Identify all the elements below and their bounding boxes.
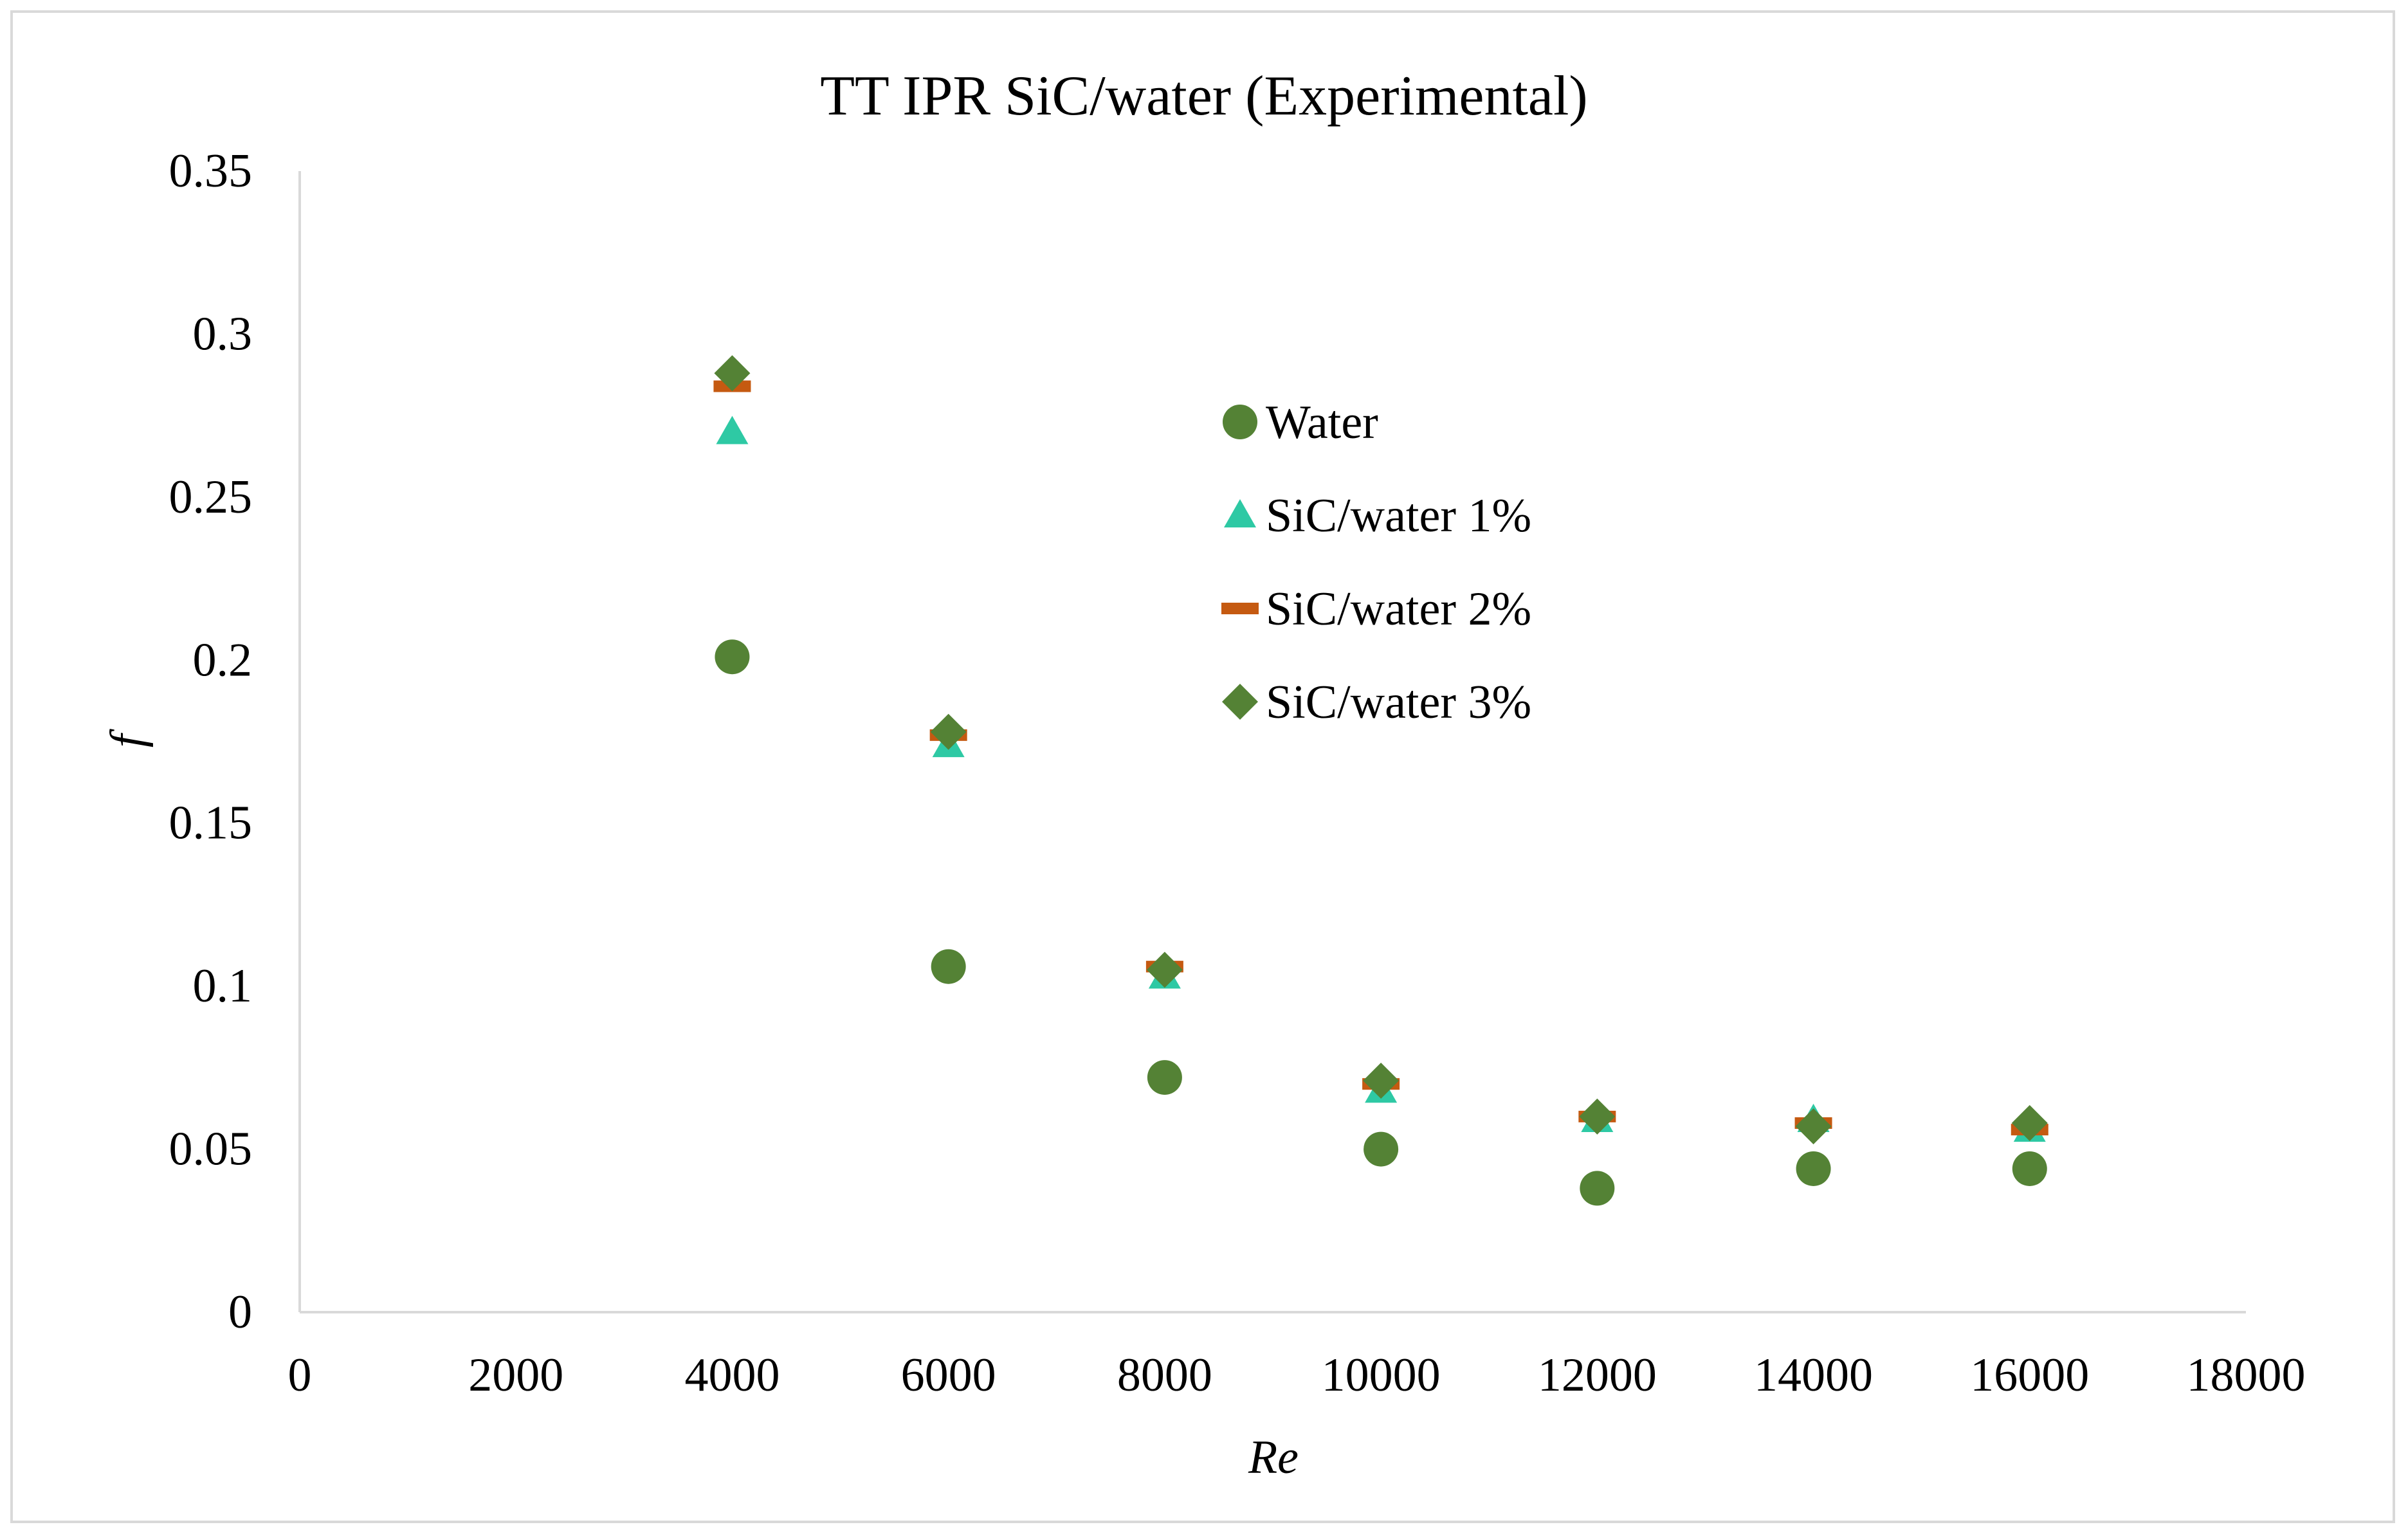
y-tick-labels: 0 0.05 0.1 0.15 0.2 0.25 0.3 0.35 [169, 145, 253, 1339]
y-tick-label: 0.1 [193, 960, 253, 1012]
legend-marker [1222, 684, 1258, 720]
y-tick-label: 0.25 [169, 471, 253, 524]
legend-label: Water [1266, 396, 1378, 449]
chart-title: TT IPR SiC/water (Experimental) [820, 65, 1587, 127]
data-point [931, 949, 966, 984]
legend-marker [1224, 499, 1256, 527]
data-point [1579, 1098, 1616, 1135]
plot-area [298, 171, 2246, 1313]
legend-marker [1221, 603, 1259, 614]
data-point [715, 639, 750, 675]
series-sic-water-3- [714, 355, 2048, 1145]
data-point [1364, 1131, 1399, 1167]
x-tick-label: 0 [288, 1349, 312, 1402]
y-tick-label: 0.2 [193, 634, 253, 686]
data-point [716, 416, 749, 444]
x-tick-label: 4000 [684, 1349, 780, 1402]
data-point [1580, 1171, 1615, 1206]
y-tick-label: 0.05 [169, 1123, 253, 1176]
y-axis-label: f [101, 728, 154, 747]
data-point [714, 355, 751, 392]
data-point [1147, 1060, 1182, 1095]
x-tick-labels: 0 2000 4000 6000 8000 10000 12000 14000 16000 180… [288, 1349, 2306, 1402]
legend-item: SiC/water 2% [1221, 583, 1531, 635]
legend-item: Water [1223, 396, 1378, 449]
data-point [2011, 1105, 2048, 1142]
legend-label: SiC/water 1% [1266, 489, 1531, 542]
x-tick-label: 16000 [1970, 1349, 2089, 1402]
x-tick-label: 6000 [901, 1349, 996, 1402]
data-point [1363, 1063, 1400, 1099]
data-point [1146, 951, 1183, 988]
y-tick-label: 0.35 [169, 145, 253, 197]
x-tick-label: 8000 [1117, 1349, 1212, 1402]
legend-item: SiC/water 1% [1224, 489, 1531, 542]
data-point [1796, 1151, 1831, 1186]
legend-marker [1223, 405, 1257, 439]
legend-label: SiC/water 2% [1266, 583, 1531, 635]
data-point [930, 713, 967, 750]
y-tick-label: 0.15 [169, 797, 253, 850]
x-tick-label: 2000 [468, 1349, 563, 1402]
data-point [2012, 1151, 2047, 1186]
x-axis-label: Re [1248, 1431, 1299, 1484]
x-tick-label: 14000 [1754, 1349, 1873, 1402]
y-tick-label: 0 [228, 1286, 252, 1339]
data-point [1795, 1108, 1832, 1145]
x-tick-label: 12000 [1538, 1349, 1657, 1402]
x-tick-label: 18000 [2187, 1349, 2306, 1402]
series-layer [713, 355, 2048, 1206]
legend-item: SiC/water 3% [1222, 676, 1531, 729]
legend-label: SiC/water 3% [1266, 676, 1531, 729]
chart-frame [10, 10, 2395, 1523]
x-tick-label: 10000 [1322, 1349, 1441, 1402]
series-water [715, 639, 2047, 1206]
legend: Water SiC/water 1% SiC/water 2% SiC/water 3… [1221, 396, 1531, 729]
y-tick-label: 0.3 [193, 307, 253, 360]
